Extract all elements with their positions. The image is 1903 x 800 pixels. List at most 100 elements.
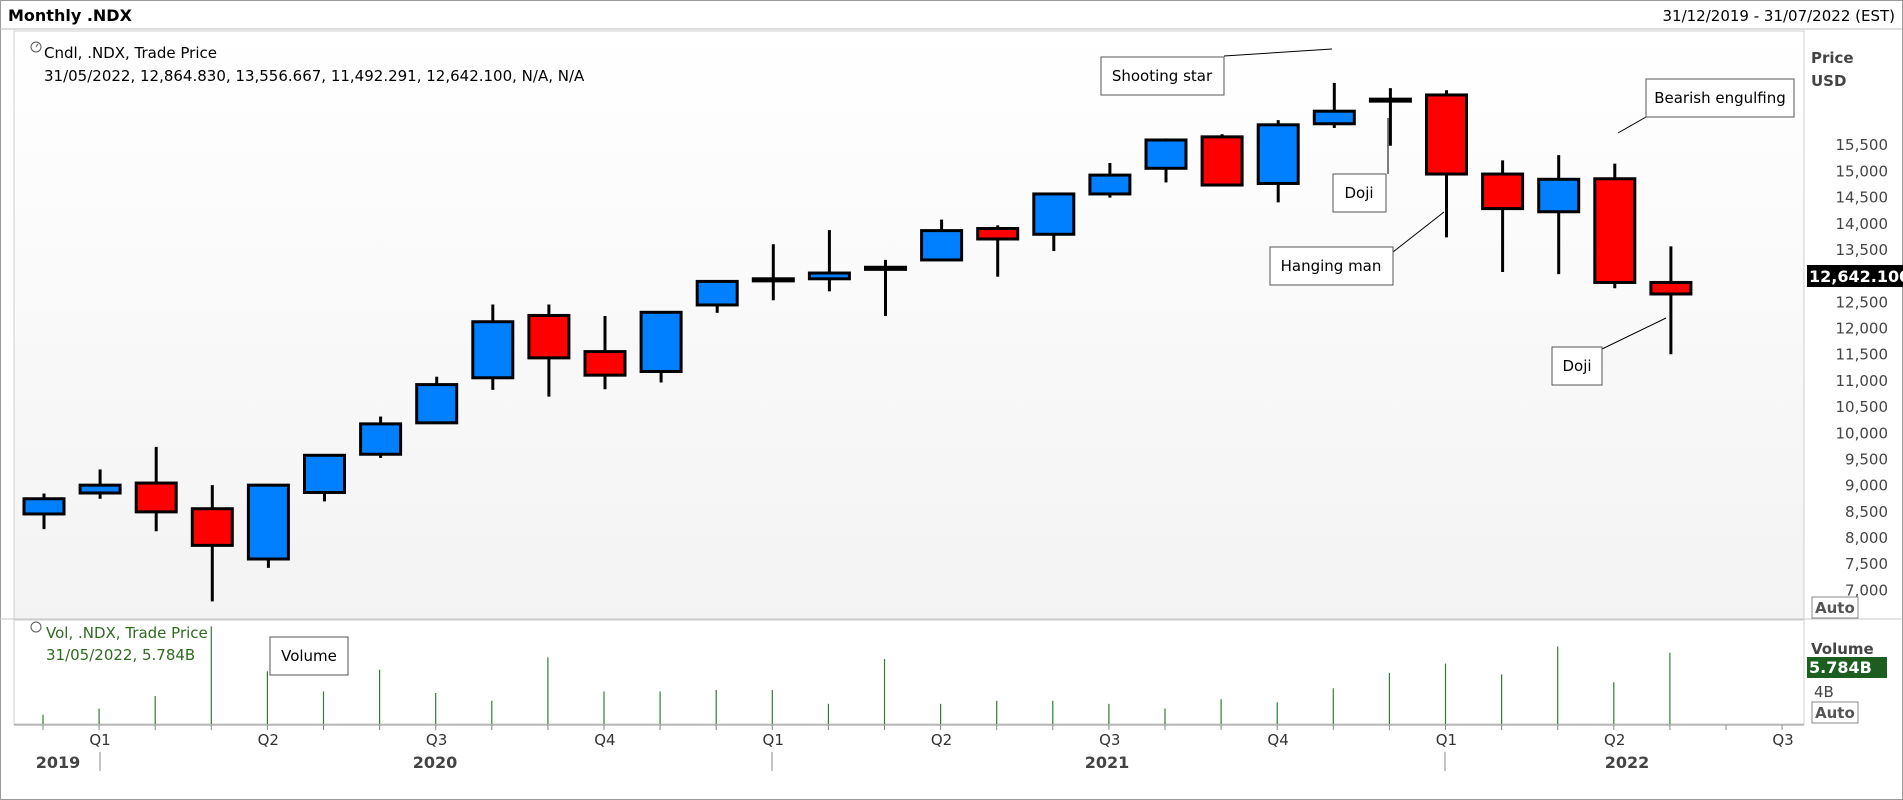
candle-body [1425, 93, 1468, 176]
price-tick-label: 15,500 [1836, 136, 1889, 154]
last-volume-bg [1807, 657, 1887, 678]
candle [246, 483, 290, 568]
price-tick-label: 13,500 [1836, 241, 1889, 259]
volume-legend-icon[interactable] [30, 621, 42, 633]
candle-body [1088, 173, 1132, 196]
candle [583, 315, 627, 390]
candle [1425, 90, 1468, 238]
candle [415, 376, 459, 425]
annotation-hanging-man-box [1269, 246, 1394, 286]
candle [751, 244, 795, 301]
annotation-doji-bottom-box [1551, 346, 1603, 386]
annotation-volume-box [269, 636, 349, 676]
price-tick-label: 10,500 [1836, 398, 1889, 416]
price-tick-label: 11,500 [1836, 346, 1889, 364]
price-tick-label: 9,000 [1845, 477, 1888, 495]
price-axis-unit: USD [1811, 72, 1846, 90]
quarter-label: Q4 [594, 731, 615, 749]
year-label: 2019 [36, 753, 81, 772]
price-tick-label: 11,000 [1836, 372, 1889, 390]
price-auto-button[interactable]: Auto [1811, 596, 1859, 619]
candle [976, 225, 1020, 277]
candle [1256, 120, 1300, 203]
quarter-label: Q2 [1604, 731, 1625, 749]
candle-body [22, 497, 66, 516]
date-range: 31/12/2019 - 31/07/2022 (EST) [1663, 7, 1896, 25]
price-tick-label: 15,000 [1836, 162, 1889, 180]
candle [78, 469, 122, 499]
annotation-shooting-star: Shooting star [1100, 48, 1333, 96]
candle-body [1312, 109, 1356, 126]
price-tick-label: 14,000 [1836, 215, 1889, 233]
price-tick-label: 7,000 [1845, 581, 1888, 599]
quarter-label: Q4 [1267, 731, 1288, 749]
candle [695, 279, 739, 313]
candle-body [695, 279, 739, 307]
annotation-shooting-star-box [1100, 56, 1225, 96]
quarter-label: Q1 [1436, 731, 1457, 749]
candle-body [807, 271, 851, 281]
candle-body [1481, 172, 1525, 211]
candle [639, 310, 683, 383]
candle [1481, 160, 1525, 272]
candle [1593, 163, 1637, 289]
annotation-bearish-engulfing-leader [1617, 116, 1647, 134]
price-tick-label: 10,000 [1836, 424, 1889, 442]
annotation-bearish-engulfing-text: Bearish engulfing [1654, 89, 1786, 107]
candle [1144, 138, 1188, 183]
price-legend-icon-hand [35, 43, 39, 48]
candle-body [864, 265, 907, 271]
candle [134, 446, 178, 532]
volume-auto-button[interactable]: Auto [1811, 701, 1859, 724]
annotation-hanging-man-text: Hanging man [1281, 257, 1382, 275]
candle-body [1649, 280, 1693, 296]
candle-body [1368, 97, 1412, 103]
volume-auto-frame[interactable] [1811, 701, 1859, 724]
annotation-bearish-engulfing-box [1645, 78, 1795, 118]
time-axis: Q1 Q2 Q3 Q4 Q1 Q2 Q3 Q4 Q1 Q2 Q3 2019 2020 2021 2022 [14, 724, 1804, 772]
candle [1649, 246, 1693, 355]
candle-body [920, 229, 964, 262]
candle-body [1593, 177, 1637, 284]
candle-body [1537, 177, 1581, 214]
candle-body [1144, 138, 1188, 170]
quarter-label: Q3 [426, 731, 447, 749]
quarter-label: Q1 [763, 731, 784, 749]
price-auto-frame[interactable] [1811, 596, 1859, 619]
price-tick-label: 14,500 [1836, 189, 1889, 207]
annotation-doji-top-text: Doji [1344, 184, 1373, 202]
candle-body [415, 383, 459, 425]
price-legend-values: 31/05/2022, 12,864.830, 13,556.667, 11,4… [44, 67, 585, 85]
candle-series [22, 82, 1693, 602]
last-price-marker: 12,642.100 [1807, 265, 1903, 287]
volume-legend-values: 31/05/2022, 5.784B [46, 646, 195, 664]
annotation-doji-bottom-text: Doji [1562, 357, 1591, 375]
candle [1200, 134, 1244, 187]
candle-body [751, 277, 795, 283]
annotation-volume: Volume [269, 636, 349, 676]
price-axis-ticks: 7,000 7,500 8,000 8,500 9,000 9,500 10,000 10,5… [1836, 136, 1889, 599]
volume-tick-4b: 4B [1814, 683, 1834, 701]
candle [920, 219, 964, 262]
annotation-volume-text: Volume [281, 647, 337, 665]
price-tick-label: 12,000 [1836, 320, 1889, 338]
candle-body [190, 507, 234, 547]
quarter-label: Q1 [89, 731, 110, 749]
quarter-label: Q3 [1099, 731, 1120, 749]
candle [1032, 192, 1076, 252]
candle [190, 485, 234, 602]
price-tick-label: 9,500 [1845, 450, 1888, 468]
candle-body [359, 422, 403, 456]
price-auto-label: Auto [1815, 599, 1855, 617]
quarter-label: Q2 [258, 731, 279, 749]
candle-body [583, 350, 627, 377]
candle [303, 453, 346, 502]
candle-body [976, 227, 1020, 241]
candle-body [1200, 135, 1244, 187]
annotation-bearish-engulfing: Bearish engulfing [1617, 78, 1795, 134]
candle [1312, 82, 1356, 128]
annotation-doji-bottom-leader [1601, 317, 1667, 350]
candle-body [639, 310, 683, 373]
